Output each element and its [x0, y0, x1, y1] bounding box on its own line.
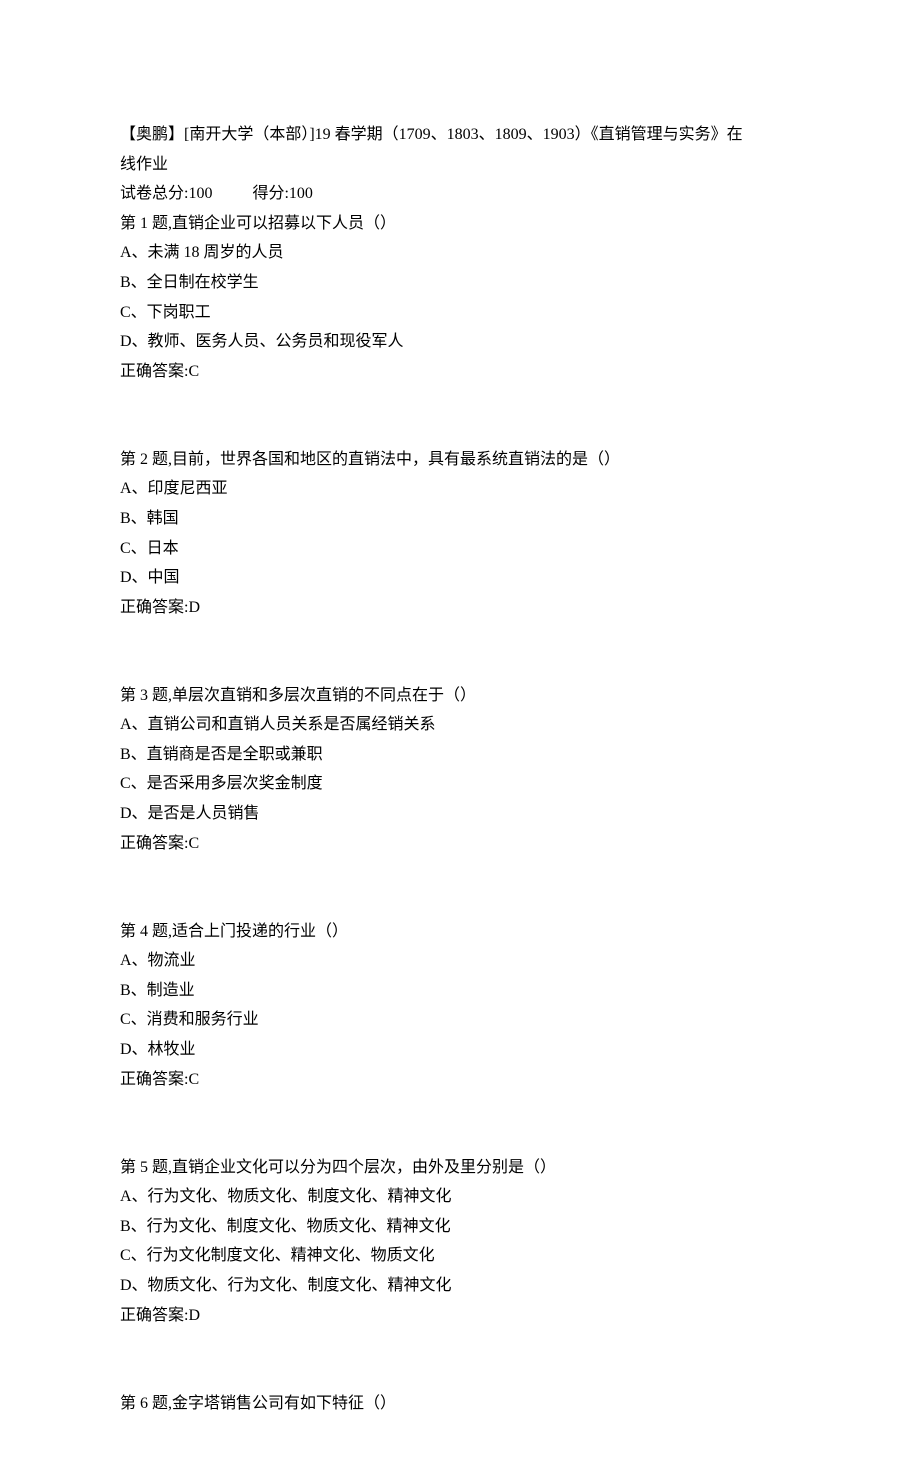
question-option: A、物流业: [120, 946, 800, 976]
document-page: 【奥鹏】[南开大学（本部）]19 春学期（1709、1803、1809、1903…: [0, 0, 920, 1478]
question-prompt: 第 2 题,目前，世界各国和地区的直销法中，具有最系统直销法的是（）: [120, 445, 800, 475]
question-answer: 正确答案:D: [120, 1301, 800, 1331]
question-answer: 正确答案:C: [120, 1065, 800, 1095]
question-option: B、行为文化、制度文化、物质文化、精神文化: [120, 1212, 800, 1242]
question-option: C、消费和服务行业: [120, 1005, 800, 1035]
question-block: 第 2 题,目前，世界各国和地区的直销法中，具有最系统直销法的是（）A、印度尼西…: [120, 445, 800, 623]
question-option: D、物质文化、行为文化、制度文化、精神文化: [120, 1271, 800, 1301]
question-spacer: [120, 858, 800, 916]
total-score-label: 试卷总分:100: [120, 185, 212, 202]
question-answer: 正确答案:C: [120, 829, 800, 859]
question-prompt: 第 3 题,单层次直销和多层次直销的不同点在于（）: [120, 681, 800, 711]
header-title-line2: 线作业: [120, 150, 800, 180]
question-option: D、教师、医务人员、公务员和现役军人: [120, 327, 800, 357]
question-block: 第 6 题,金字塔销售公司有如下特征（）: [120, 1389, 800, 1419]
question-option: C、是否采用多层次奖金制度: [120, 769, 800, 799]
question-answer: 正确答案:C: [120, 357, 800, 387]
question-option: C、日本: [120, 534, 800, 564]
question-spacer: [120, 1094, 800, 1152]
question-spacer: [120, 1330, 800, 1388]
question-prompt: 第 1 题,直销企业可以招募以下人员（）: [120, 209, 800, 239]
question-spacer: [120, 622, 800, 680]
score-label: 得分:100: [252, 185, 312, 202]
question-prompt: 第 6 题,金字塔销售公司有如下特征（）: [120, 1389, 800, 1419]
question-option: C、行为文化制度文化、精神文化、物质文化: [120, 1241, 800, 1271]
question-spacer: [120, 386, 800, 444]
question-block: 第 1 题,直销企业可以招募以下人员（）A、未满 18 周岁的人员B、全日制在校…: [120, 209, 800, 387]
question-option: B、直销商是否是全职或兼职: [120, 740, 800, 770]
question-option: B、制造业: [120, 976, 800, 1006]
question-option: C、下岗职工: [120, 298, 800, 328]
score-line: 试卷总分:100 得分:100: [120, 179, 800, 209]
question-option: D、是否是人员销售: [120, 799, 800, 829]
question-block: 第 4 题,适合上门投递的行业（）A、物流业B、制造业C、消费和服务行业D、林牧…: [120, 917, 800, 1095]
question-prompt: 第 4 题,适合上门投递的行业（）: [120, 917, 800, 947]
question-option: B、全日制在校学生: [120, 268, 800, 298]
question-option: A、直销公司和直销人员关系是否属经销关系: [120, 710, 800, 740]
question-block: 第 5 题,直销企业文化可以分为四个层次，由外及里分别是（）A、行为文化、物质文…: [120, 1153, 800, 1331]
question-option: A、印度尼西亚: [120, 474, 800, 504]
question-option: A、行为文化、物质文化、制度文化、精神文化: [120, 1182, 800, 1212]
question-option: D、林牧业: [120, 1035, 800, 1065]
header-title-line1: 【奥鹏】[南开大学（本部）]19 春学期（1709、1803、1809、1903…: [120, 120, 800, 150]
question-option: B、韩国: [120, 504, 800, 534]
question-block: 第 3 题,单层次直销和多层次直销的不同点在于（）A、直销公司和直销人员关系是否…: [120, 681, 800, 859]
question-answer: 正确答案:D: [120, 593, 800, 623]
questions-container: 第 1 题,直销企业可以招募以下人员（）A、未满 18 周岁的人员B、全日制在校…: [120, 209, 800, 1418]
question-option: D、中国: [120, 563, 800, 593]
question-prompt: 第 5 题,直销企业文化可以分为四个层次，由外及里分别是（）: [120, 1153, 800, 1183]
question-option: A、未满 18 周岁的人员: [120, 238, 800, 268]
